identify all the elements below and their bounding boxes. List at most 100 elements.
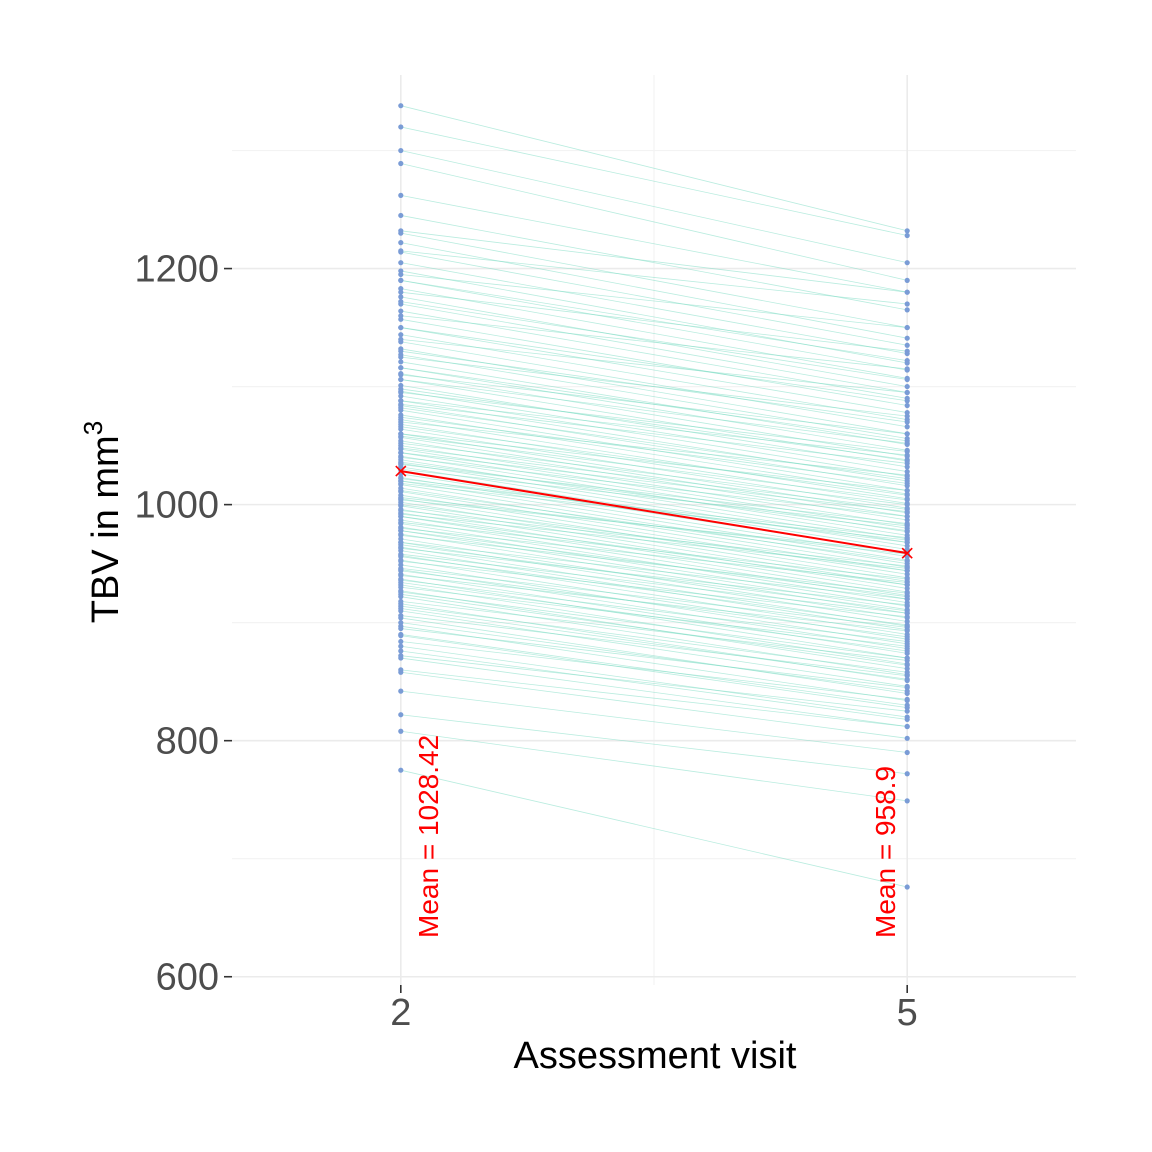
subject-line: [400, 635, 908, 709]
subject-point: [904, 366, 910, 372]
subject-line: [400, 341, 908, 428]
subject-line: [400, 530, 908, 611]
subject-point: [398, 450, 404, 456]
subject-line: [400, 392, 908, 452]
subject-point: [904, 452, 910, 458]
subject-point: [398, 324, 404, 331]
subject-line: [400, 628, 908, 688]
subject-line: [400, 487, 908, 568]
subject-point: [398, 631, 404, 638]
subject-point: [904, 389, 910, 396]
subject-point: [904, 431, 910, 437]
subject-point: [904, 342, 910, 348]
subject-line: [400, 232, 908, 328]
subject-point: [904, 535, 910, 541]
subject-point: [398, 260, 404, 266]
subject-point: [398, 577, 404, 583]
subject-line: [400, 390, 908, 472]
subject-point: [398, 667, 404, 673]
mean-label: Mean = 958.9: [870, 766, 901, 938]
subject-point: [904, 610, 910, 616]
subject-line: [400, 601, 908, 661]
subject-point: [904, 708, 910, 714]
subject-point: [904, 735, 910, 741]
subject-point: [398, 551, 404, 557]
subject-point: [398, 598, 404, 605]
x-tick-label: 2: [390, 992, 411, 1034]
subject-line: [400, 452, 908, 533]
subject-point: [904, 565, 910, 571]
subject-point: [398, 728, 404, 734]
subject-line: [400, 250, 908, 305]
subject-point: [904, 798, 910, 804]
subject-line: [400, 615, 908, 677]
subject-point: [904, 228, 910, 234]
subject-line: [400, 541, 908, 600]
subject-line: [400, 350, 908, 423]
subject-point: [904, 232, 910, 239]
subject-line: [400, 526, 908, 607]
subject-point: [398, 294, 404, 300]
subject-point: [398, 445, 404, 451]
subject-line: [400, 546, 908, 627]
subject-point: [398, 386, 404, 392]
subject-line: [400, 242, 908, 339]
subject-line: [400, 361, 908, 445]
subject-point: [904, 476, 910, 482]
subject-point: [398, 502, 404, 508]
subject-line: [400, 230, 908, 293]
subject-line: [400, 468, 908, 527]
subject-point: [398, 414, 404, 420]
subject-line: [400, 499, 908, 553]
subject-point: [904, 884, 910, 890]
subject-line: [400, 126, 908, 236]
subject-point: [398, 405, 404, 411]
subject-point: [904, 634, 910, 640]
subject-point: [904, 579, 910, 586]
y-tick-label: 1000: [134, 485, 219, 527]
subject-point: [904, 513, 910, 520]
subject-line: [400, 150, 908, 264]
x-axis-title: Assessment visit: [514, 1035, 797, 1077]
subject-line: [400, 462, 908, 543]
subject-line: [400, 560, 908, 618]
subject-line: [400, 530, 908, 598]
subject-line: [400, 367, 908, 442]
subject-line: [400, 251, 908, 346]
subject-line: [400, 578, 908, 659]
subject-point: [398, 625, 404, 632]
subject-line: [400, 318, 908, 406]
subject-point: [398, 228, 404, 234]
subject-point: [904, 335, 910, 341]
subject-line: [400, 605, 908, 673]
subject-line: [400, 671, 908, 739]
subject-line: [400, 442, 908, 506]
subject-point: [398, 192, 404, 198]
mean-marker: [901, 547, 913, 559]
grid-major: [232, 75, 1076, 985]
subject-point: [398, 558, 404, 564]
subject-line: [400, 714, 908, 775]
subject-point: [904, 497, 910, 503]
subject-point: [398, 643, 404, 649]
subject-line: [400, 567, 908, 628]
subject-line: [400, 491, 908, 572]
subject-line: [400, 435, 908, 501]
subject-point: [904, 669, 910, 675]
subject-point: [398, 440, 404, 446]
subject-line: [400, 403, 908, 464]
subject-line: [400, 480, 908, 561]
subject-point: [398, 332, 404, 338]
subject-point: [398, 124, 404, 130]
subject-point: [398, 712, 404, 718]
subject-point: [398, 589, 404, 595]
subject-line: [400, 338, 908, 393]
subject-point: [904, 638, 910, 645]
subject-line: [400, 553, 908, 614]
subject-point: [398, 248, 404, 254]
subject-line: [400, 622, 908, 692]
subject-line: [400, 262, 908, 354]
subject-line: [400, 105, 908, 232]
subject-line: [400, 419, 908, 500]
y-axis-title-superscript: 3: [78, 421, 108, 435]
